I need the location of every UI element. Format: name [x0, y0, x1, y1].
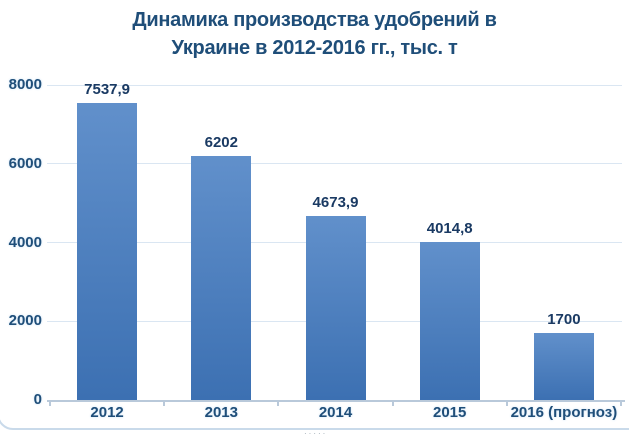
gridline-6000	[47, 163, 622, 165]
bar-2014	[305, 215, 366, 400]
watermark: ·····	[304, 429, 328, 438]
x-axis-label-2013: 2013	[204, 404, 238, 421]
data-label-2014: 4673,9	[312, 193, 359, 211]
x-axis-label-2016 (прогноз): 2016 (прогноз)	[510, 404, 618, 421]
chart-title: Динамика производства удобрений в Украин…	[0, 6, 629, 62]
x-axis-tick	[49, 401, 51, 406]
x-axis-label-2015: 2015	[433, 404, 467, 421]
gridline-8000	[47, 84, 622, 86]
x-axis-tick	[163, 401, 166, 406]
bar-2012	[77, 103, 138, 400]
data-label-2012: 7537,9	[84, 81, 131, 99]
data-label-2015: 4014,8	[426, 219, 473, 237]
bar-2015	[419, 241, 480, 400]
bar-2013	[191, 155, 252, 400]
chart-title-line-2: Украине в 2012-2016 гг., тыс. т	[171, 37, 458, 59]
x-axis-tick	[277, 401, 280, 406]
chart-title-line-1: Динамика производства удобрений в	[132, 9, 497, 31]
x-axis-label-2014: 2014	[318, 404, 353, 421]
y-axis-tick-label-0: 0	[33, 391, 42, 408]
y-axis-tick-label-4000: 4000	[8, 233, 42, 251]
x-axis-tick	[505, 401, 508, 406]
y-axis-tick-label-8000: 8000	[8, 76, 42, 93]
x-axis-tick	[620, 401, 622, 406]
data-label-2016 (прогноз): 1700	[547, 311, 581, 329]
bar-2016 (прогноз)	[533, 333, 594, 400]
data-label-2013: 6202	[204, 133, 238, 151]
x-axis-line	[47, 400, 625, 402]
x-axis-label-2012: 2012	[90, 404, 124, 421]
x-axis-tick	[391, 401, 394, 406]
y-axis-tick-label-2000: 2000	[8, 312, 42, 330]
y-axis-tick-label-6000: 6000	[8, 154, 42, 172]
